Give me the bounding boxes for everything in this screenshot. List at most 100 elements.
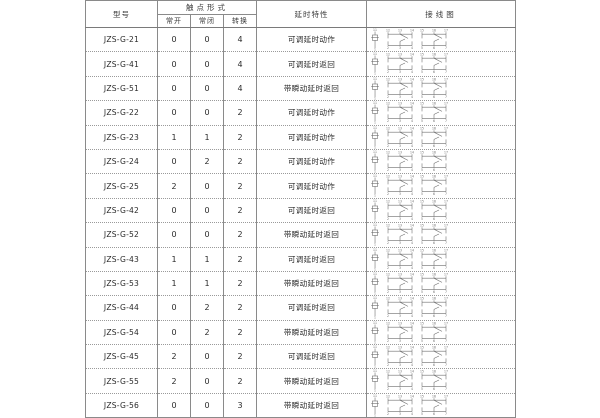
svg-text:16: 16 [432,321,436,325]
cell-changeover: 2 [222,320,258,346]
svg-text:5: 5 [421,339,423,343]
cell-wiring-diagram: 11 1 12 13 14 2 3 4 15 16 17 5 6 7 [366,222,517,248]
cell-model: JZS-G-44 [85,295,158,321]
svg-text:16: 16 [432,175,436,179]
column-header-normally-open: 常开 [157,14,191,28]
column-header-wiring-diagram: 接线图 [366,0,517,28]
cell-normally-open: 0 [157,222,191,248]
svg-text:12: 12 [386,370,390,374]
svg-text:7: 7 [445,70,447,74]
svg-text:14: 14 [410,346,414,350]
svg-text:3: 3 [399,339,401,343]
svg-text:1: 1 [374,340,376,344]
svg-text:5: 5 [421,290,423,294]
cell-normally-closed: 1 [190,247,224,272]
svg-text:14: 14 [410,53,414,57]
svg-text:13: 13 [398,394,402,398]
svg-text:14: 14 [410,175,414,179]
svg-text:5: 5 [421,70,423,74]
svg-text:6: 6 [433,168,435,172]
svg-text:14: 14 [410,297,414,301]
cell-delay-characteristic: 带瞬动延时返回 [256,76,368,102]
table-row: JZS-G-44 0 2 2 可调延时返回 11 1 12 13 14 2 3 4 15 16 17 5 6 7 [85,295,517,321]
svg-text:6: 6 [433,314,435,318]
svg-text:5: 5 [421,217,423,221]
svg-text:15: 15 [420,102,424,106]
cell-normally-closed: 0 [190,344,224,370]
cell-delay-characteristic: 可调延时返回 [256,295,368,321]
svg-text:6: 6 [433,363,435,367]
wiring-diagram-icon: 11 1 12 13 14 2 3 4 15 16 17 5 6 7 [367,369,515,393]
svg-text:12: 12 [386,102,390,106]
svg-text:11: 11 [373,174,377,178]
wiring-diagram-icon: 11 1 12 13 14 2 3 4 15 16 17 5 6 7 [367,52,515,76]
svg-text:4: 4 [411,241,413,245]
svg-text:2: 2 [387,95,389,99]
cell-wiring-diagram: 11 1 12 13 14 2 3 4 15 16 17 5 6 7 [366,51,517,77]
cell-model: JZS-G-54 [85,320,158,346]
svg-text:14: 14 [410,248,414,252]
cell-model: JZS-G-24 [85,149,158,175]
cell-normally-closed: 0 [190,368,224,394]
cell-changeover: 2 [222,100,258,126]
cell-wiring-diagram: 11 1 12 13 14 2 3 4 15 16 17 5 6 7 [366,125,517,150]
svg-text:2: 2 [387,144,389,148]
cell-wiring-diagram: 11 1 12 13 14 2 3 4 15 16 17 5 6 7 [366,271,517,297]
svg-text:12: 12 [386,77,390,81]
svg-text:15: 15 [420,248,424,252]
svg-text:1: 1 [374,389,376,393]
cell-model: JZS-G-53 [85,271,158,297]
cell-normally-open: 2 [157,173,191,199]
table-row: JZS-G-23 1 1 2 可调延时动作 11 1 12 13 14 2 3 4 15 16 17 5 6 7 [85,125,517,150]
svg-text:11: 11 [373,394,377,398]
svg-text:6: 6 [433,46,435,50]
svg-text:11: 11 [373,199,377,203]
svg-text:4: 4 [411,95,413,99]
svg-text:5: 5 [421,192,423,196]
svg-text:1: 1 [374,145,376,149]
svg-text:3: 3 [399,363,401,367]
svg-text:6: 6 [433,192,435,196]
svg-text:1: 1 [374,194,376,198]
cell-normally-open: 0 [157,295,191,321]
svg-text:2: 2 [387,119,389,123]
cell-model: JZS-G-52 [85,222,158,248]
svg-text:7: 7 [445,314,447,318]
svg-text:13: 13 [398,29,402,33]
svg-text:17: 17 [444,273,448,277]
cell-model: JZS-G-23 [85,125,158,150]
cell-wiring-diagram: 11 1 12 13 14 2 3 4 15 16 17 5 6 7 [366,393,517,418]
cell-changeover: 2 [222,295,258,321]
svg-text:2: 2 [387,217,389,221]
cell-model: JZS-G-42 [85,198,158,224]
svg-text:1: 1 [374,413,376,417]
svg-text:17: 17 [444,370,448,374]
svg-text:4: 4 [411,387,413,391]
cell-wiring-diagram: 11 1 12 13 14 2 3 4 15 16 17 5 6 7 [366,149,517,175]
svg-text:13: 13 [398,77,402,81]
table-body: JZS-G-21 0 0 4 可调延时动作 11 1 12 13 14 2 3 4 15 16 17 5 6 7 JZ… [85,27,517,418]
svg-text:4: 4 [411,46,413,50]
cell-wiring-diagram: 11 1 12 13 14 2 3 4 15 16 17 5 6 7 [366,247,517,272]
wiring-diagram-icon: 11 1 12 13 14 2 3 4 15 16 17 5 6 7 [367,345,515,368]
svg-text:13: 13 [398,151,402,155]
table-row: JZS-G-56 0 0 3 带瞬动延时返回 11 1 12 13 14 2 3 4 15 16 17 5 6 7 [85,393,517,418]
svg-text:6: 6 [433,290,435,294]
svg-text:14: 14 [410,394,414,398]
cell-normally-open: 2 [157,368,191,394]
cell-wiring-diagram: 11 1 12 13 14 2 3 4 15 16 17 5 6 7 [366,344,517,370]
svg-text:2: 2 [387,412,389,416]
svg-text:12: 12 [386,273,390,277]
cell-model: JZS-G-43 [85,247,158,272]
svg-text:13: 13 [398,370,402,374]
svg-text:3: 3 [399,266,401,270]
svg-text:16: 16 [432,224,436,228]
svg-text:2: 2 [387,339,389,343]
svg-text:17: 17 [444,126,448,130]
svg-text:16: 16 [432,370,436,374]
cell-model: JZS-G-56 [85,393,158,418]
svg-text:17: 17 [444,199,448,203]
svg-text:7: 7 [445,144,447,148]
svg-text:1: 1 [374,170,376,174]
svg-text:15: 15 [420,126,424,130]
